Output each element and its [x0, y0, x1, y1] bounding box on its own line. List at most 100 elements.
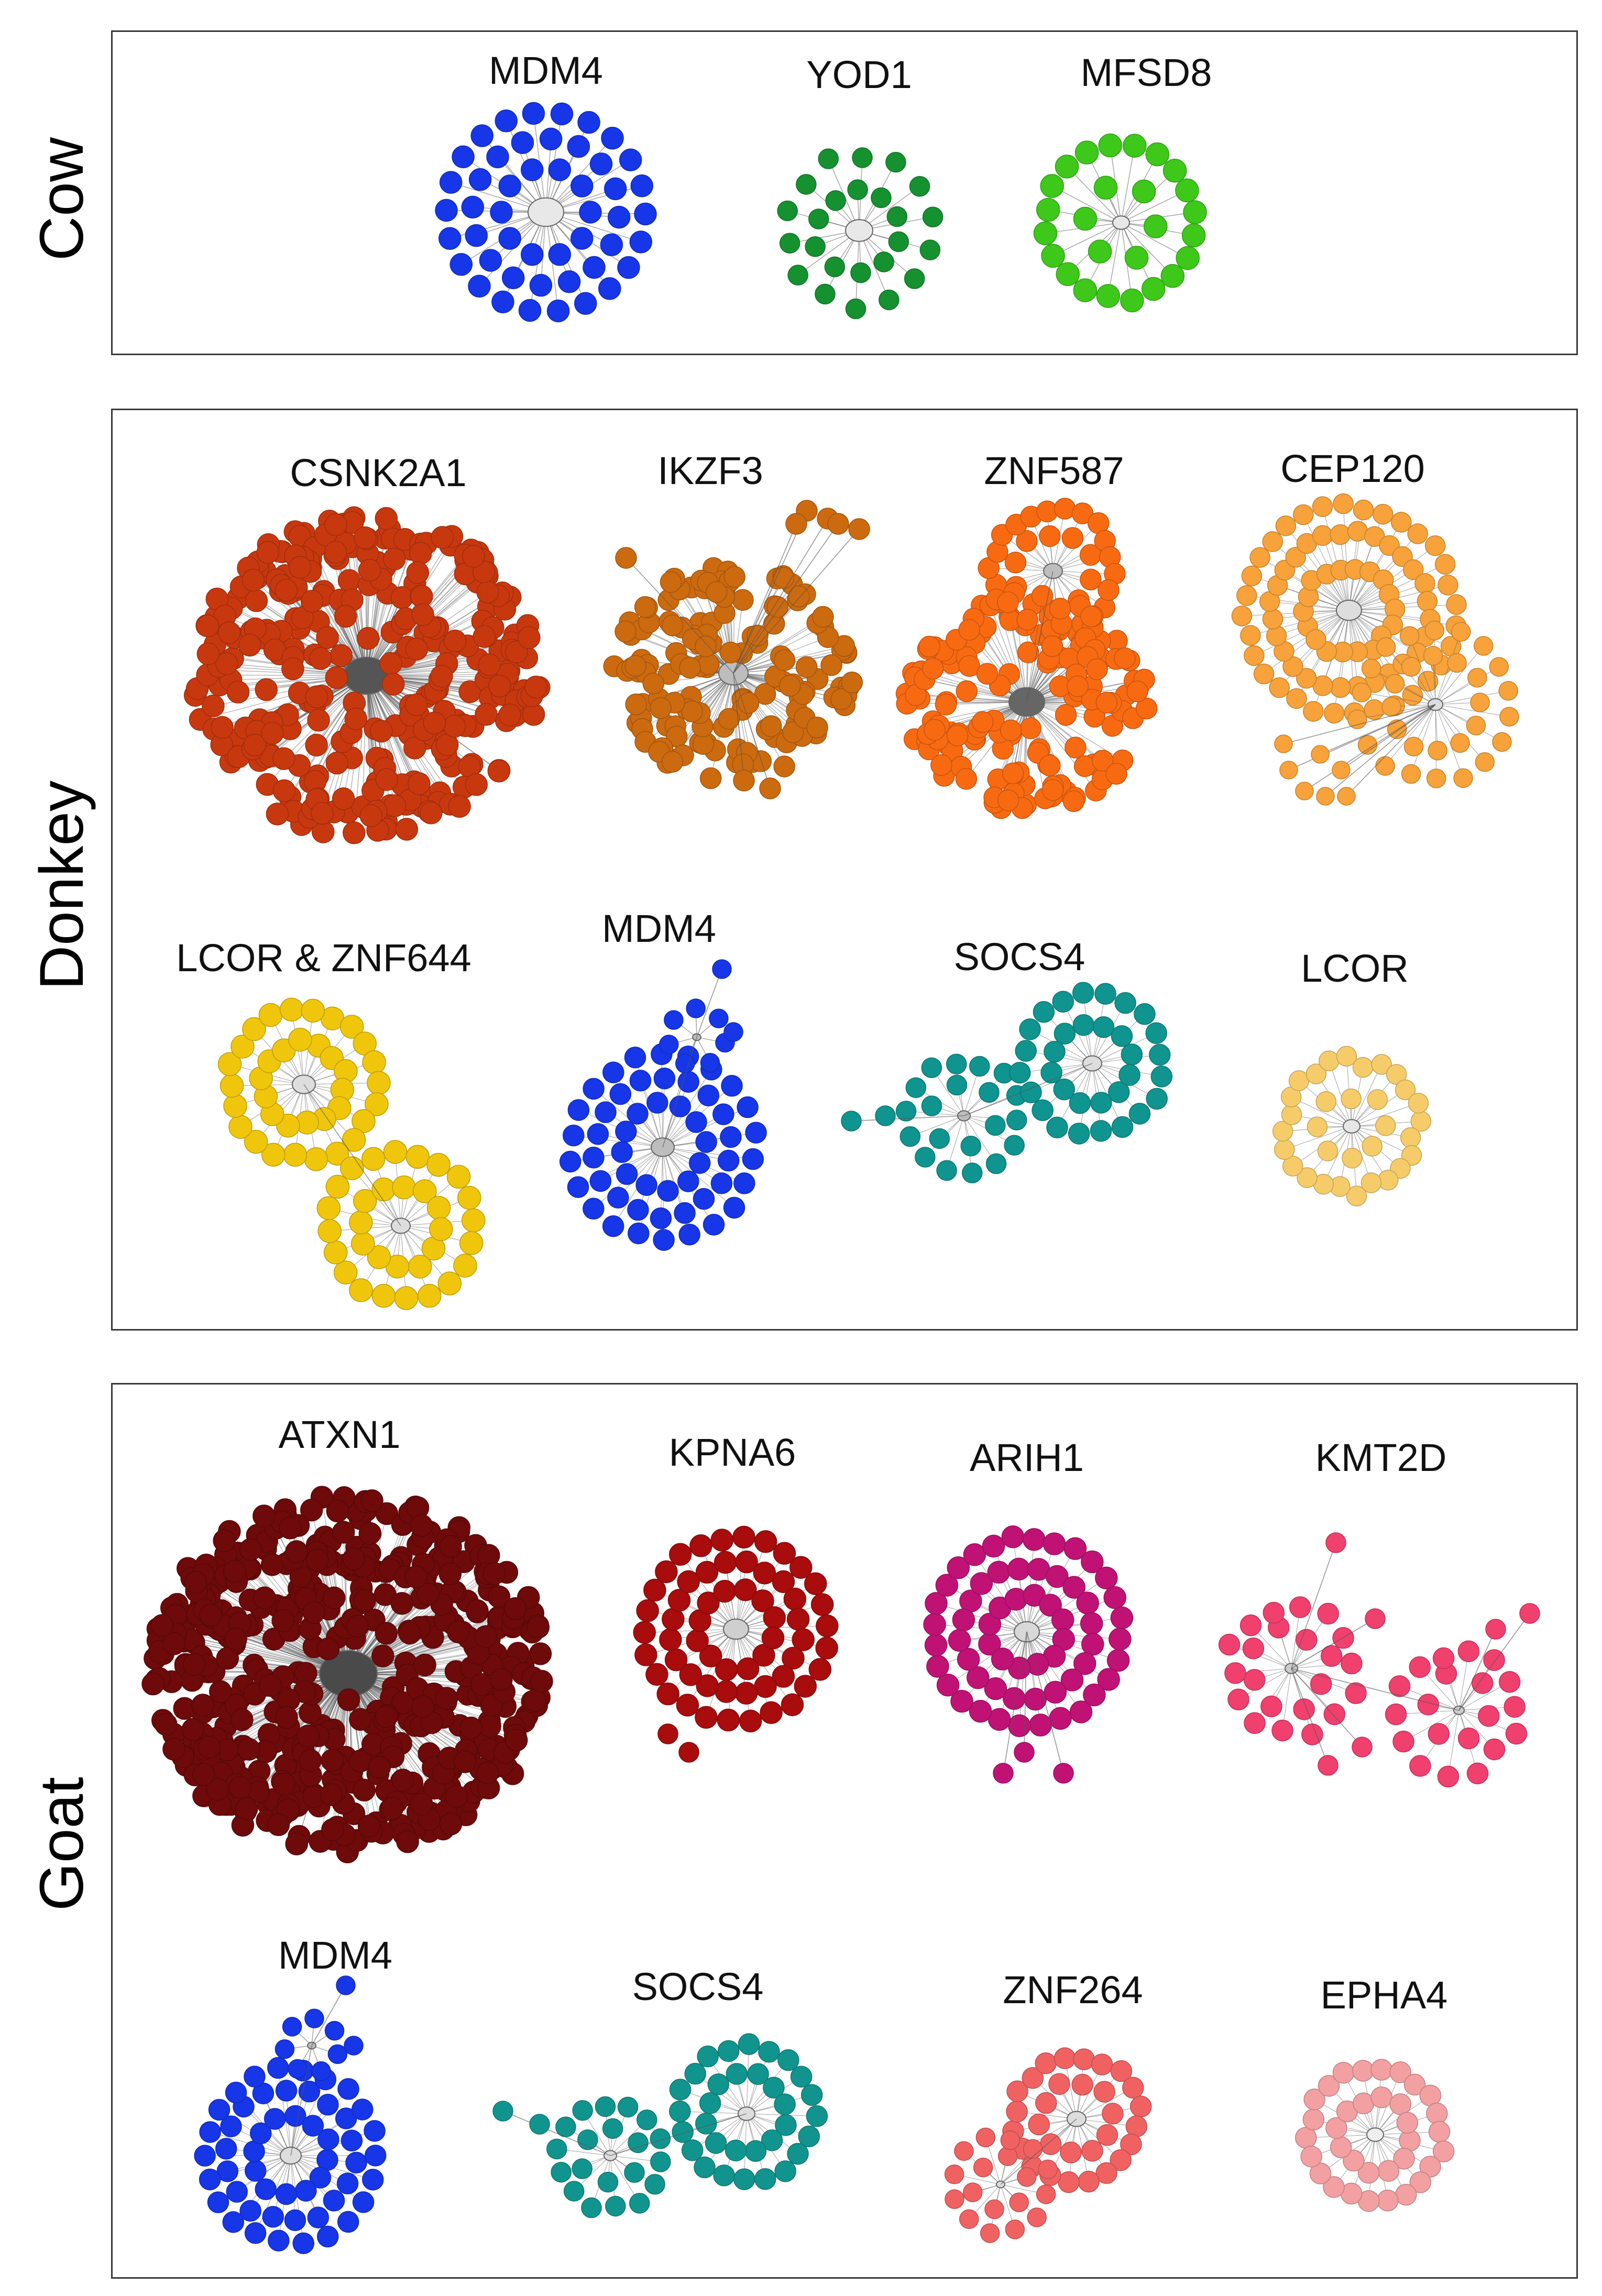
network-node	[272, 747, 295, 770]
network-node	[305, 733, 328, 757]
network-node	[1240, 625, 1261, 646]
network-node	[698, 653, 720, 675]
network-node	[609, 1083, 632, 1105]
network-node	[1293, 504, 1314, 525]
network-node	[773, 649, 796, 671]
network-node	[1076, 1591, 1099, 1615]
network-node	[1403, 559, 1424, 580]
network-node	[574, 292, 597, 315]
network-donkey-csnk2a1	[183, 506, 551, 844]
gene-label-goat-socs4: SOCS4	[632, 1965, 764, 2008]
network-node	[1063, 1537, 1087, 1560]
network-node	[723, 566, 745, 588]
network-node	[962, 1162, 983, 1183]
network-node	[352, 2191, 375, 2213]
network-node	[1039, 2133, 1062, 2155]
edge	[980, 1631, 1027, 1711]
network-node	[1312, 496, 1333, 517]
edge	[1030, 1063, 1093, 1093]
network-node	[332, 1521, 355, 1544]
network-node	[1424, 535, 1446, 556]
network-node	[1345, 1682, 1367, 1705]
network-node	[1006, 2101, 1028, 2123]
network-node	[679, 656, 701, 679]
network-node	[1470, 693, 1490, 712]
network-node	[349, 1210, 373, 1235]
network-node	[539, 127, 563, 151]
network-node	[972, 711, 994, 733]
network-node	[486, 145, 509, 169]
network-node	[375, 507, 398, 530]
edge	[736, 1629, 793, 1705]
network-node	[1504, 1696, 1526, 1718]
network-node	[699, 767, 722, 789]
network-node	[1275, 515, 1297, 536]
network-node	[465, 224, 488, 247]
edge	[1052, 222, 1122, 257]
network-node	[208, 2099, 231, 2121]
network-node	[695, 1561, 719, 1584]
network-node	[677, 1170, 699, 1192]
network-node	[634, 596, 656, 618]
network-node	[1054, 2047, 1076, 2069]
network-node	[782, 1646, 805, 1670]
bridge-edge	[662, 1037, 697, 1148]
edge	[746, 2044, 750, 2114]
network-node	[1009, 2192, 1029, 2212]
network-node	[1417, 1694, 1440, 1716]
network-node	[453, 1254, 477, 1278]
panel-cow	[111, 30, 1578, 355]
network-node	[288, 1027, 312, 1052]
network-node	[650, 2128, 671, 2149]
gene-label-cow-mfsd8: MFSD8	[1080, 51, 1212, 94]
network-node	[1303, 701, 1324, 722]
network-node	[333, 1260, 358, 1284]
network-node	[404, 1565, 427, 1588]
network-node	[624, 1046, 646, 1069]
network-node	[936, 1160, 957, 1181]
network-node	[403, 737, 426, 760]
network-node	[416, 1583, 440, 1606]
network-node	[316, 1637, 340, 1661]
network-node	[1017, 641, 1039, 664]
bridge-edge	[733, 523, 797, 674]
network-node	[956, 680, 978, 702]
network-node	[695, 635, 717, 657]
network-node	[1342, 1148, 1363, 1169]
network-node	[634, 1643, 657, 1666]
network-node	[299, 1749, 322, 1772]
network-node	[325, 751, 349, 775]
network-node	[1080, 568, 1102, 591]
network-node	[1239, 1614, 1262, 1636]
network-node	[438, 227, 462, 250]
network-node	[885, 151, 906, 173]
network-node	[595, 2096, 616, 2117]
network-node	[1519, 1603, 1540, 1624]
network-node	[984, 1677, 1007, 1700]
network-node	[349, 1708, 372, 1731]
network-node	[215, 652, 238, 675]
network-node	[985, 1153, 1007, 1174]
network-node	[1055, 704, 1077, 726]
bridge-edge	[1346, 704, 1436, 797]
network-node	[559, 1150, 581, 1173]
network-node	[1000, 719, 1022, 742]
network-node	[1053, 1763, 1074, 1784]
network-node	[754, 2168, 776, 2190]
network-node	[754, 683, 776, 705]
network-node	[1149, 1043, 1171, 1066]
network-node	[1096, 2124, 1118, 2146]
network-node	[919, 239, 941, 260]
network-node	[323, 2190, 345, 2212]
network-node	[688, 1152, 711, 1174]
network-node	[1395, 1079, 1416, 1101]
network-donkey-ikzf3	[603, 500, 870, 799]
network-node	[1318, 2075, 1340, 2097]
network-node	[806, 717, 828, 739]
network-node	[1386, 1064, 1407, 1085]
network-node	[1315, 1091, 1337, 1112]
network-node	[1218, 1633, 1241, 1656]
network-node	[468, 274, 491, 298]
network-node	[1336, 1046, 1357, 1067]
network-node	[255, 678, 278, 701]
